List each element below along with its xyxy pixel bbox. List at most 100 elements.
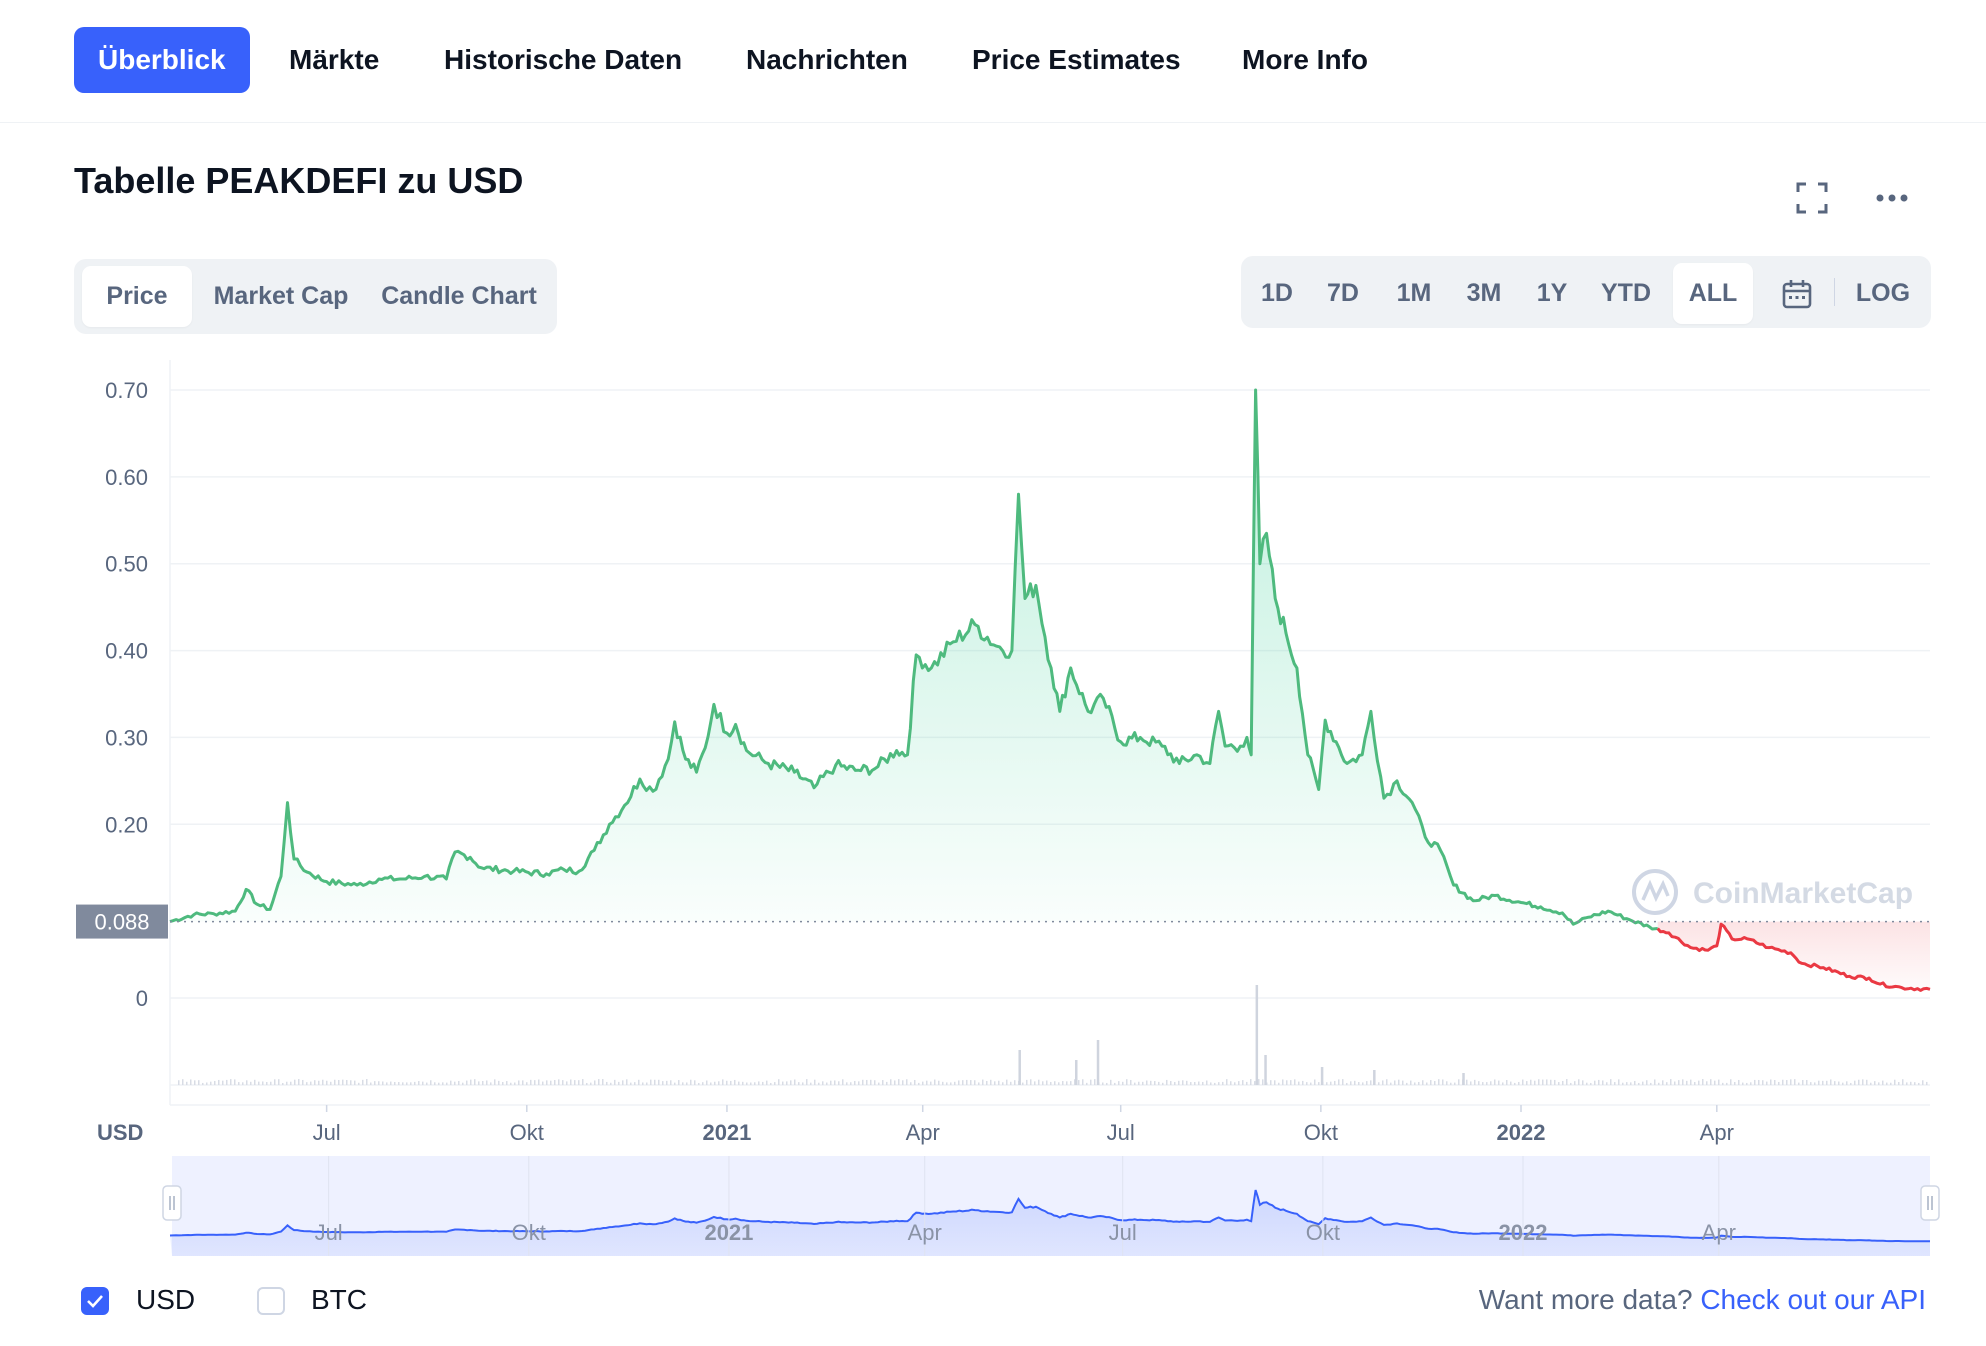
range-7d[interactable]: 7D — [1327, 279, 1359, 307]
usd-checkbox[interactable] — [81, 1287, 109, 1315]
volume-bar — [778, 1079, 780, 1085]
range-3m[interactable]: 3M — [1466, 279, 1502, 307]
volume-bar — [1754, 1079, 1756, 1085]
tab-market-cap[interactable]: Market Cap — [213, 282, 349, 310]
volume-bar — [1786, 1080, 1788, 1085]
volume-bar — [1070, 1081, 1072, 1085]
volume-bar — [782, 1081, 784, 1085]
y-tick-label: 0.50 — [105, 552, 148, 577]
volume-bar — [682, 1082, 684, 1085]
volume-bar — [1710, 1079, 1712, 1085]
volume-bar — [590, 1082, 592, 1085]
volume-bar — [486, 1080, 488, 1085]
volume-bar — [282, 1082, 284, 1085]
volume-spike — [1255, 985, 1259, 1085]
range-1d[interactable]: 1D — [1261, 279, 1293, 307]
volume-bar — [1414, 1082, 1416, 1085]
range-all[interactable]: ALL — [1673, 263, 1753, 324]
price-area-up — [170, 390, 1658, 929]
volume-bar — [370, 1082, 372, 1085]
volume-bar — [974, 1080, 976, 1085]
navigator-left-handle[interactable] — [162, 1185, 182, 1221]
volume-bar — [1034, 1081, 1036, 1085]
tab-news[interactable]: Nachrichten — [746, 44, 908, 75]
tab-more-info[interactable]: More Info — [1242, 44, 1368, 75]
volume-bar — [1758, 1079, 1760, 1085]
api-link[interactable]: Check out our API — [1700, 1284, 1926, 1315]
btc-label[interactable]: BTC — [311, 1284, 367, 1315]
volume-bar — [674, 1082, 676, 1085]
volume-bar — [1114, 1082, 1116, 1085]
volume-bar — [306, 1082, 308, 1085]
usd-label[interactable]: USD — [136, 1284, 196, 1315]
volume-bar — [1038, 1079, 1040, 1085]
volume-bar — [626, 1079, 628, 1085]
tab-historical-data[interactable]: Historische Daten — [444, 44, 683, 75]
range-1y[interactable]: 1Y — [1536, 279, 1568, 307]
volume-bar — [470, 1079, 472, 1085]
volume-bar — [942, 1081, 944, 1085]
log-toggle[interactable]: LOG — [1855, 279, 1911, 307]
volume-bar — [654, 1079, 656, 1085]
api-prompt-text: Want more data? — [1478, 1284, 1693, 1315]
volume-bar — [710, 1082, 712, 1085]
volume-bar — [570, 1079, 572, 1085]
volume-bar — [610, 1082, 612, 1085]
volume-bar — [538, 1079, 540, 1085]
volume-bar — [1478, 1081, 1480, 1085]
volume-bar — [578, 1080, 580, 1085]
btc-checkbox[interactable] — [257, 1287, 285, 1315]
y-axis: 0.70 0.60 0.50 0.40 0.30 0.20 0 — [105, 378, 148, 1011]
navigator-tick-label: Apr — [908, 1220, 942, 1245]
volume-bar — [558, 1079, 560, 1085]
volume-bar — [534, 1080, 536, 1085]
volume-bar — [1158, 1081, 1160, 1085]
volume-bars — [178, 985, 1928, 1085]
volume-bar — [1690, 1079, 1692, 1085]
volume-bar — [378, 1081, 380, 1085]
range-1m[interactable]: 1M — [1396, 279, 1432, 307]
volume-bar — [258, 1081, 260, 1085]
fullscreen-icon[interactable] — [1796, 182, 1828, 214]
volume-bar — [994, 1081, 996, 1085]
volume-bar — [1426, 1082, 1428, 1085]
volume-bar — [338, 1079, 340, 1085]
tab-overview[interactable]: Überblick — [74, 27, 250, 93]
volume-bar — [818, 1082, 820, 1085]
volume-bar — [846, 1082, 848, 1085]
volume-bar — [1334, 1080, 1336, 1085]
volume-bar — [302, 1079, 304, 1085]
volume-bar — [498, 1080, 500, 1085]
volume-bar — [746, 1082, 748, 1085]
volume-bar — [1286, 1080, 1288, 1085]
volume-bar — [1306, 1082, 1308, 1085]
navigator-right-handle[interactable] — [1920, 1185, 1940, 1221]
volume-bar — [1258, 1079, 1260, 1085]
volume-bar — [1574, 1081, 1576, 1085]
calendar-icon[interactable] — [1767, 263, 1827, 324]
range-ytd[interactable]: YTD — [1601, 279, 1651, 307]
price-area — [170, 390, 1930, 991]
reference-price-label: 0.088 — [94, 910, 149, 935]
volume-bar — [1730, 1079, 1732, 1085]
volume-bar — [446, 1082, 448, 1085]
volume-bar — [274, 1079, 276, 1085]
volume-bar — [214, 1080, 216, 1085]
volume-bar — [1702, 1079, 1704, 1085]
tab-price[interactable]: Price — [82, 266, 192, 327]
volume-bar — [902, 1080, 904, 1085]
range-navigator[interactable]: Jul Okt 2021 Apr Jul Okt 2022 Apr — [162, 1156, 1940, 1256]
tab-markets[interactable]: Märkte — [289, 44, 380, 75]
volume-bar — [514, 1082, 516, 1085]
volume-bar — [1282, 1079, 1284, 1085]
volume-bar — [698, 1082, 700, 1085]
volume-bar — [226, 1079, 228, 1085]
tab-candle-chart[interactable]: Candle Chart — [381, 282, 537, 310]
volume-bar — [1538, 1079, 1540, 1085]
volume-bar — [1494, 1079, 1496, 1085]
more-dots-icon[interactable] — [1874, 182, 1910, 214]
tab-price-estimates[interactable]: Price Estimates — [972, 44, 1181, 75]
volume-bar — [1594, 1080, 1596, 1085]
volume-bar — [478, 1081, 480, 1085]
